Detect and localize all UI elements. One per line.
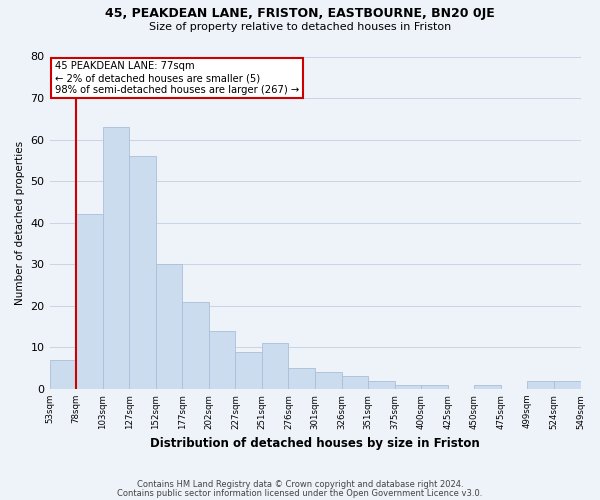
Bar <box>262 343 289 389</box>
Bar <box>209 331 235 389</box>
Bar <box>341 376 368 389</box>
Bar <box>103 127 129 389</box>
Bar <box>129 156 156 389</box>
Text: Contains HM Land Registry data © Crown copyright and database right 2024.: Contains HM Land Registry data © Crown c… <box>137 480 463 489</box>
Bar <box>475 385 501 389</box>
X-axis label: Distribution of detached houses by size in Friston: Distribution of detached houses by size … <box>150 437 480 450</box>
Text: Contains public sector information licensed under the Open Government Licence v3: Contains public sector information licen… <box>118 489 482 498</box>
Bar <box>289 368 315 389</box>
Bar <box>554 380 581 389</box>
Bar <box>76 214 103 389</box>
Y-axis label: Number of detached properties: Number of detached properties <box>15 140 25 305</box>
Bar <box>315 372 341 389</box>
Bar <box>527 380 554 389</box>
Bar <box>395 385 421 389</box>
Bar <box>421 385 448 389</box>
Text: Size of property relative to detached houses in Friston: Size of property relative to detached ho… <box>149 22 451 32</box>
Bar <box>182 302 209 389</box>
Text: 45, PEAKDEAN LANE, FRISTON, EASTBOURNE, BN20 0JE: 45, PEAKDEAN LANE, FRISTON, EASTBOURNE, … <box>105 8 495 20</box>
Text: 45 PEAKDEAN LANE: 77sqm
← 2% of detached houses are smaller (5)
98% of semi-deta: 45 PEAKDEAN LANE: 77sqm ← 2% of detached… <box>55 62 299 94</box>
Bar <box>50 360 76 389</box>
Bar <box>368 380 395 389</box>
Bar <box>156 264 182 389</box>
Bar <box>235 352 262 389</box>
